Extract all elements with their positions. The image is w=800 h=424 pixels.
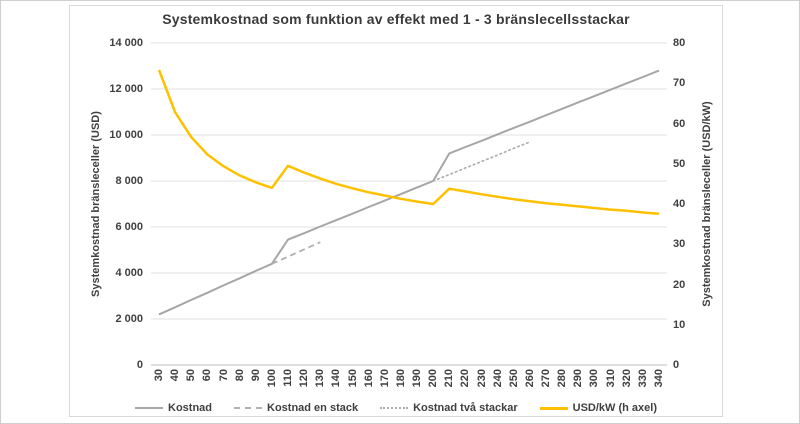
legend: Kostnad Kostnad en stack Kostnad två stack… (69, 400, 723, 416)
legend-line-sample (135, 407, 163, 409)
kostnad-en-stack-line (271, 241, 321, 265)
right-y-tick-label: 80 (673, 37, 686, 49)
x-tick-label: 120 (298, 369, 311, 388)
x-tick-label: 310 (604, 369, 617, 388)
x-tick-label: 90 (249, 369, 262, 382)
right-y-tick-label: 10 (673, 318, 686, 331)
x-tick-label: 60 (201, 369, 214, 382)
legend-label: USD/kW (h axel) (572, 402, 657, 414)
x-tick-label: 40 (169, 369, 182, 382)
x-tick-label: 270 (540, 369, 553, 388)
left-y-tick-label: 2 000 (115, 313, 143, 325)
x-tick-label: 210 (443, 369, 456, 388)
x-tick-label: 320 (620, 369, 633, 388)
chart-title: Systemkostnad som funktion av effekt med… (162, 11, 630, 27)
legend-label: Kostnad (168, 402, 212, 414)
x-tick-label: 150 (346, 369, 359, 388)
right-y-tick-label: 50 (673, 157, 686, 170)
legend-item-kostnad-en-stack: Kostnad en stack (234, 402, 358, 414)
x-tick-label: 200 (427, 369, 440, 388)
x-tick-label: 140 (330, 369, 343, 388)
x-tick-label: 250 (507, 369, 520, 388)
legend-label: Kostnad en stack (267, 402, 359, 414)
x-tick-label: 300 (588, 369, 601, 388)
left-y-tick-label: 0 (136, 359, 143, 371)
legend-line-sample (380, 407, 409, 409)
x-tick-label: 160 (362, 369, 375, 388)
right-y-tick-label: 30 (673, 238, 686, 251)
x-tick-label: 170 (378, 369, 391, 388)
legend-line-sample (539, 406, 568, 410)
right-y-tick-label: 40 (673, 198, 686, 210)
kostnad-tv-stackar-line (432, 141, 531, 182)
right-y-tick-label: 70 (673, 77, 686, 90)
legend-item-usd-kw-h-axel: USD/kW (h axel) (539, 402, 657, 414)
x-tick-label: 70 (217, 369, 230, 382)
x-tick-label: 330 (636, 369, 649, 388)
left-y-tick-label: 10 000 (109, 129, 143, 141)
left-y-tick-label: 12 000 (109, 83, 143, 95)
x-tick-label: 280 (556, 369, 569, 388)
right-y-tick-label: 20 (673, 278, 686, 291)
x-tick-label: 190 (411, 369, 424, 388)
legend-label: Kostnad två stackar (413, 402, 518, 414)
x-tick-label: 180 (394, 369, 407, 388)
legend-item-kostnad-tv-stackar: Kostnad två stackar (380, 402, 518, 414)
right-y-tick-label: 60 (673, 117, 686, 130)
x-tick-label: 130 (314, 369, 327, 388)
left-y-tick-label: 8 000 (115, 175, 143, 187)
legend-line-sample (234, 407, 262, 409)
x-tick-label: 110 (282, 369, 295, 387)
left-y-tick-label: 14 000 (109, 37, 143, 49)
x-tick-label: 340 (653, 369, 665, 388)
x-tick-label: 30 (153, 369, 165, 382)
usd-kw-h-axel-line (157, 69, 660, 215)
right-y-tick-label: 0 (673, 359, 680, 371)
x-tick-label: 80 (233, 369, 246, 382)
x-tick-label: 290 (572, 369, 585, 388)
x-tick-label: 240 (491, 369, 504, 388)
x-tick-label: 100 (265, 369, 278, 388)
left-y-tick-label: 6 000 (115, 221, 143, 233)
x-tick-label: 50 (185, 369, 198, 382)
x-tick-label: 260 (523, 369, 536, 388)
kostnad-line (158, 69, 660, 316)
x-tick-label: 230 (475, 369, 488, 388)
x-tick-label: 220 (459, 369, 472, 388)
left-y-tick-label: 4 000 (115, 267, 143, 279)
legend-item-kostnad: Kostnad (135, 402, 212, 414)
